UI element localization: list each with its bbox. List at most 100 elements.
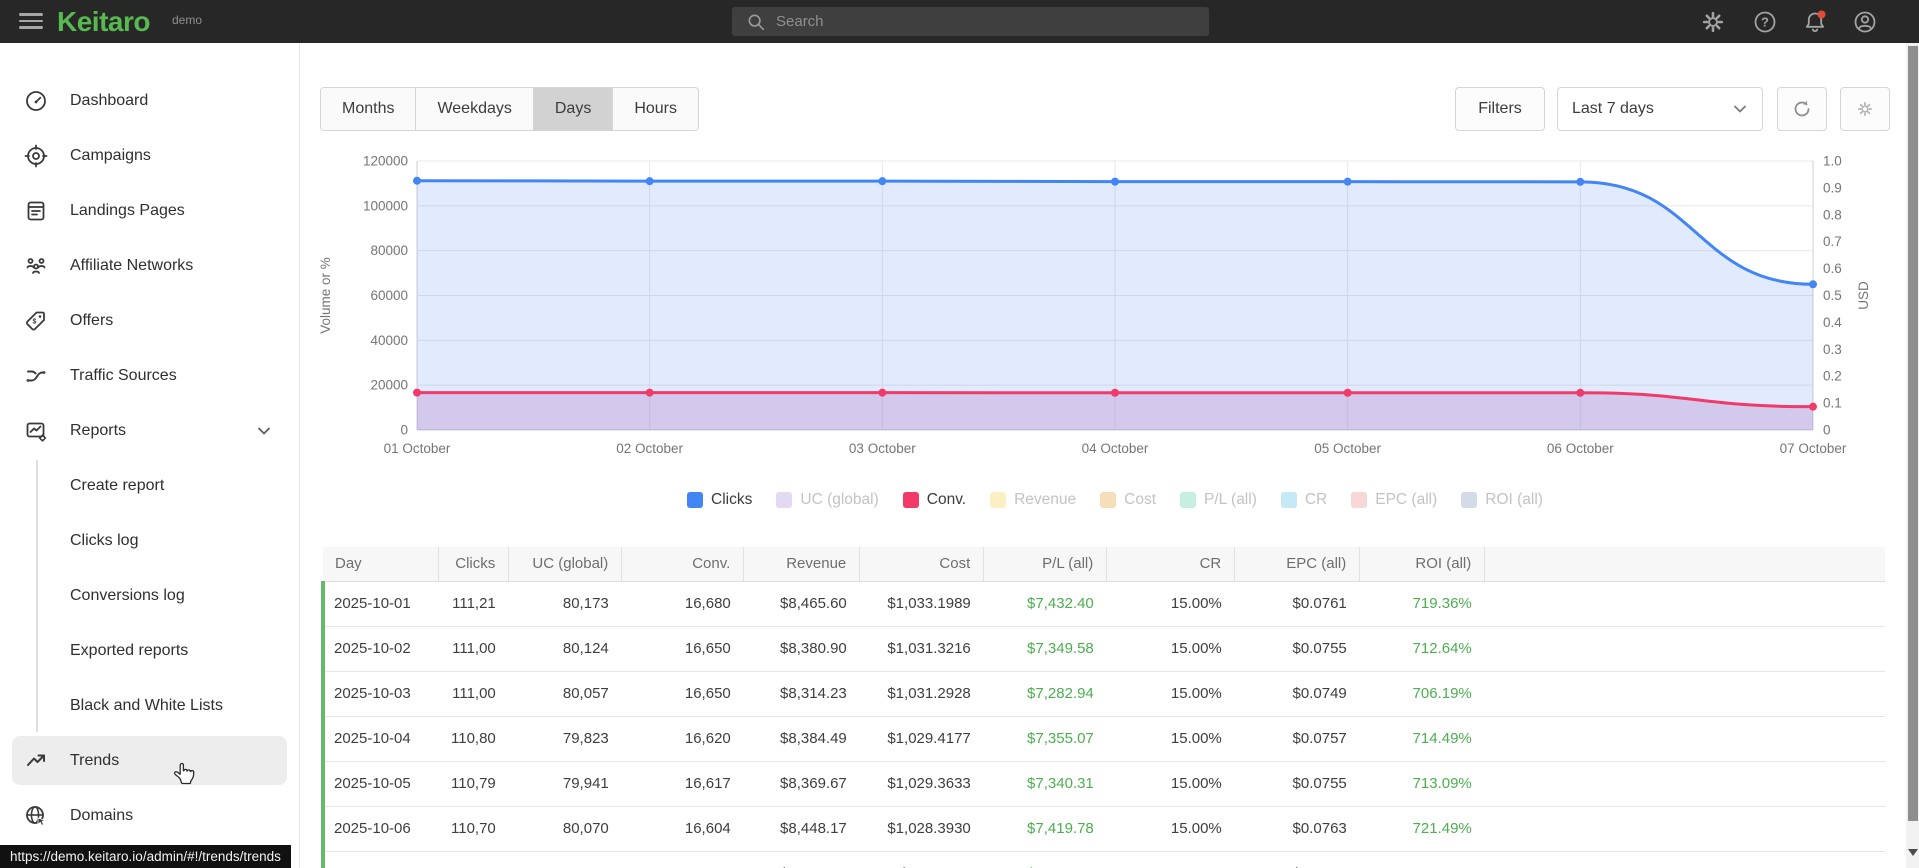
search-input[interactable] <box>776 13 1156 30</box>
sidebar-item-affiliate-networks[interactable]: Affiliate Networks <box>0 238 299 293</box>
data-point[interactable] <box>1576 388 1585 397</box>
data-point[interactable] <box>1343 388 1352 397</box>
data-point[interactable] <box>878 388 887 397</box>
column-header-p-l-all[interactable]: P/L (all) <box>983 547 1107 582</box>
legend-item-clicks[interactable]: Clicks <box>687 491 752 509</box>
notifications-bell-icon[interactable] <box>1802 9 1828 35</box>
cell-conv: 16,650 <box>621 626 744 672</box>
column-header-cr[interactable]: CR <box>1106 547 1235 582</box>
legend-item-roi-all[interactable]: ROI (all) <box>1461 491 1543 509</box>
sidebar-item-trends[interactable]: Trends <box>0 733 299 788</box>
sidebar-item-reports[interactable]: Reports <box>0 403 299 458</box>
data-point[interactable] <box>1576 177 1585 186</box>
cell-clicks: 110,70 <box>438 806 509 852</box>
column-header-cost[interactable]: Cost <box>859 547 984 582</box>
legend-item-cost[interactable]: Cost <box>1100 491 1156 509</box>
column-header-clicks[interactable]: Clicks <box>437 547 509 582</box>
column-header-roi-all[interactable]: ROI (all) <box>1359 547 1485 582</box>
legend-label: CR <box>1304 491 1328 508</box>
right-axis-tick-label: 1.0 <box>1823 154 1842 169</box>
legend-item-uc-global[interactable]: UC (global) <box>776 491 879 509</box>
data-point[interactable] <box>413 176 421 185</box>
cell-roi-all: 714.49% <box>1359 716 1485 762</box>
column-header-epc-all[interactable]: EPC (all) <box>1234 547 1360 582</box>
sidebar-item-dashboard[interactable]: Dashboard <box>0 73 299 128</box>
table-row: 2025-10-0716,0811,5792,412$1,202.31$157.… <box>321 851 1885 868</box>
data-point[interactable] <box>413 388 421 397</box>
sidebar-item-domains[interactable]: Domains <box>0 788 299 843</box>
tab-hours[interactable]: Hours <box>613 88 699 130</box>
sidebar-item-clicks-log[interactable]: Clicks log <box>0 513 299 568</box>
cell-day: 2025-10-04 <box>321 716 438 762</box>
cell-day: 2025-10-05 <box>321 761 438 807</box>
cell-cost: $1,029.4177 <box>859 716 984 762</box>
sidebar-item-label: Conversions log <box>70 586 185 604</box>
data-point[interactable] <box>645 388 654 397</box>
date-range-value: Last 7 days <box>1572 100 1654 117</box>
help-icon[interactable]: ? <box>1752 9 1778 35</box>
legend-item-revenue[interactable]: Revenue <box>990 491 1076 509</box>
sidebar-item-landings-pages[interactable]: Landings Pages <box>0 183 299 238</box>
filters-button[interactable]: Filters <box>1455 87 1545 131</box>
vertical-scrollbar[interactable] <box>1906 43 1919 868</box>
app-logo[interactable]: Keitaro <box>57 6 150 37</box>
column-header-day[interactable]: Day <box>323 547 438 582</box>
column-header-revenue[interactable]: Revenue <box>743 547 860 582</box>
sidebar: Dashboard Campaigns Landings Pages Affil… <box>0 43 300 868</box>
cell-p-l-all: $7,340.31 <box>983 761 1107 807</box>
settings-gear-icon[interactable] <box>1700 9 1726 35</box>
refresh-button[interactable] <box>1777 87 1827 131</box>
account-icon[interactable] <box>1852 9 1878 35</box>
cell-epc-all: $0.0748 <box>1234 851 1360 868</box>
sidebar-item-conversions-log[interactable]: Conversions log <box>0 568 299 623</box>
cell-p-l-all: $7,419.78 <box>983 806 1107 852</box>
sidebar-item-create-report[interactable]: Create report <box>0 458 299 513</box>
cell-day: 2025-10-03 <box>321 671 438 717</box>
legend-item-epc-all[interactable]: EPC (all) <box>1351 491 1437 509</box>
trends-chart[interactable]: 0 20000 40000 60000 80000 100000 120000 0 0.1 0.2… <box>300 124 1919 474</box>
sidebar-item-exported-reports[interactable]: Exported reports <box>0 623 299 678</box>
cell-uc-global: 79,823 <box>508 716 622 762</box>
cell-day: 2025-10-02 <box>321 626 438 672</box>
legend-item-conv[interactable]: Conv. <box>902 491 966 509</box>
sidebar-item-offers[interactable]: $ Offers <box>0 293 299 348</box>
legend-swatch <box>1461 492 1478 508</box>
sidebar-item-black-and-white-lists[interactable]: Black and White Lists <box>0 678 299 733</box>
column-header-uc-global[interactable]: UC (global) <box>508 547 622 582</box>
chevron-down-icon[interactable] <box>257 425 271 437</box>
legend-item-p-l-all[interactable]: P/L (all) <box>1180 491 1257 509</box>
hamburger-menu-icon[interactable] <box>19 13 43 31</box>
tab-months[interactable]: Months <box>321 88 417 130</box>
data-point[interactable] <box>1809 402 1817 411</box>
data-point[interactable] <box>1809 280 1817 289</box>
column-header-filler <box>1484 547 1885 582</box>
legend-swatch <box>902 492 919 508</box>
table-row: 2025-10-06 110,70 80,070 16,604 $8,448.17 $1,… <box>321 806 1885 852</box>
sidebar-item-traffic-sources[interactable]: Traffic Sources <box>0 348 299 403</box>
data-point[interactable] <box>1111 177 1119 186</box>
cell-day: 2025-10-07 <box>321 851 438 868</box>
search-icon <box>748 14 765 30</box>
sidebar-item-label: Trends <box>70 751 120 769</box>
cell-conv: 16,680 <box>621 581 744 627</box>
date-range-select[interactable]: Last 7 days <box>1557 87 1763 131</box>
scrollbar-down-arrow[interactable] <box>1908 849 1918 856</box>
data-point[interactable] <box>878 177 887 186</box>
data-point[interactable] <box>645 177 654 186</box>
sidebar-item-label: Exported reports <box>70 641 189 659</box>
column-header-conv[interactable]: Conv. <box>621 547 744 582</box>
x-axis-label: 01 October <box>384 441 451 456</box>
tab-weekdays[interactable]: Weekdays <box>416 88 534 130</box>
cell-clicks: 110,80 <box>438 716 509 762</box>
domains-globe-icon <box>26 805 47 826</box>
scrollbar-thumb[interactable] <box>1907 46 1918 821</box>
data-point[interactable] <box>1111 388 1119 397</box>
cell-revenue: $8,384.49 <box>743 716 860 762</box>
search-box[interactable] <box>732 7 1209 36</box>
sidebar-item-campaigns[interactable]: Campaigns <box>0 128 299 183</box>
tab-days[interactable]: Days <box>533 88 614 130</box>
legend-item-cr[interactable]: CR <box>1280 491 1328 509</box>
left-axis-tick-label: 60000 <box>370 288 408 303</box>
data-point[interactable] <box>1343 177 1352 186</box>
chart-settings-button[interactable] <box>1840 87 1890 131</box>
